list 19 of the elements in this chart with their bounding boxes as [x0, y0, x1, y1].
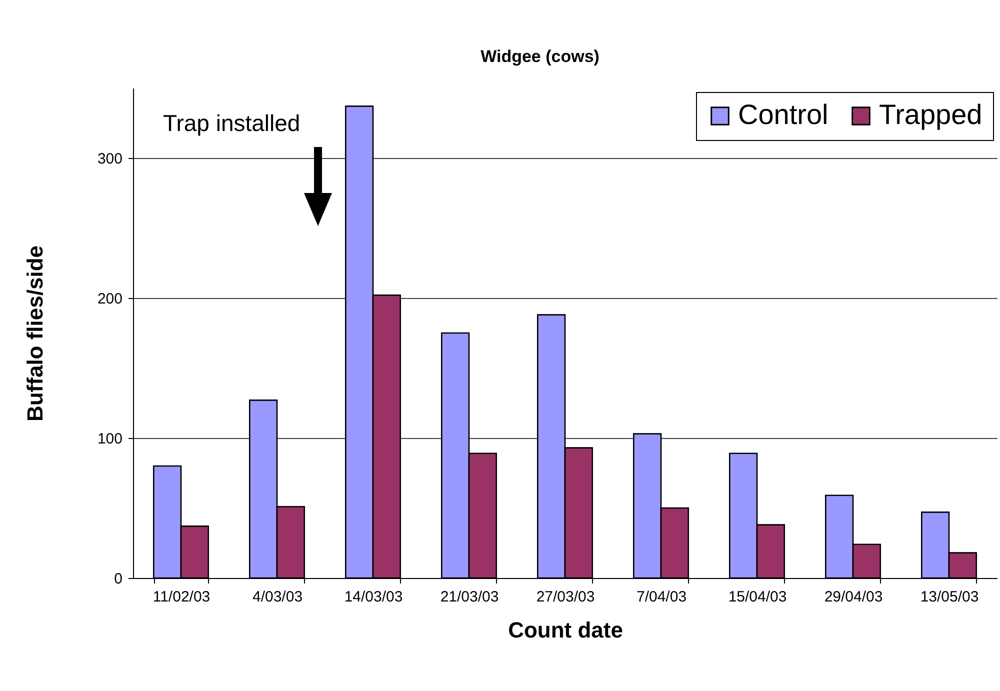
- y-tick-label: 300: [97, 150, 122, 168]
- y-tick-label: 100: [97, 430, 122, 448]
- x-tick-label: 15/04/03: [728, 588, 787, 606]
- legend-label: Control: [738, 99, 828, 130]
- annotation: Trap installed: [163, 110, 300, 137]
- x-axis-title: Count date: [508, 618, 623, 642]
- x-tick-label: 29/04/03: [824, 588, 883, 606]
- x-tick-label: 4/03/03: [252, 588, 303, 606]
- x-tick-label: 14/03/03: [344, 588, 403, 606]
- x-tick-label: 11/02/03: [152, 588, 210, 606]
- y-tick-label: 0: [114, 570, 122, 588]
- x-tick-label: 21/03/03: [440, 588, 499, 606]
- y-axis-title: Buffalo flies/side: [22, 245, 48, 422]
- chart-title: Widgee (cows): [480, 47, 600, 66]
- x-tick-label: 27/03/03: [536, 588, 595, 606]
- legend-label: Trapped: [879, 99, 982, 130]
- x-tick-label: 13/05/03: [920, 588, 979, 606]
- y-tick-label: 200: [97, 290, 122, 308]
- x-tick-label: 7/04/03: [636, 588, 687, 606]
